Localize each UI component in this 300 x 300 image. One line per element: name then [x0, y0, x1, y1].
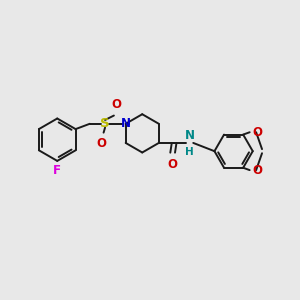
Text: O: O	[168, 158, 178, 171]
Text: O: O	[253, 164, 262, 177]
Text: N: N	[184, 129, 194, 142]
Text: O: O	[253, 126, 262, 139]
Text: H: H	[185, 147, 194, 157]
Text: N: N	[121, 117, 131, 130]
Text: O: O	[96, 137, 106, 150]
Text: S: S	[100, 117, 110, 130]
Text: F: F	[53, 164, 61, 177]
Text: O: O	[111, 98, 121, 111]
